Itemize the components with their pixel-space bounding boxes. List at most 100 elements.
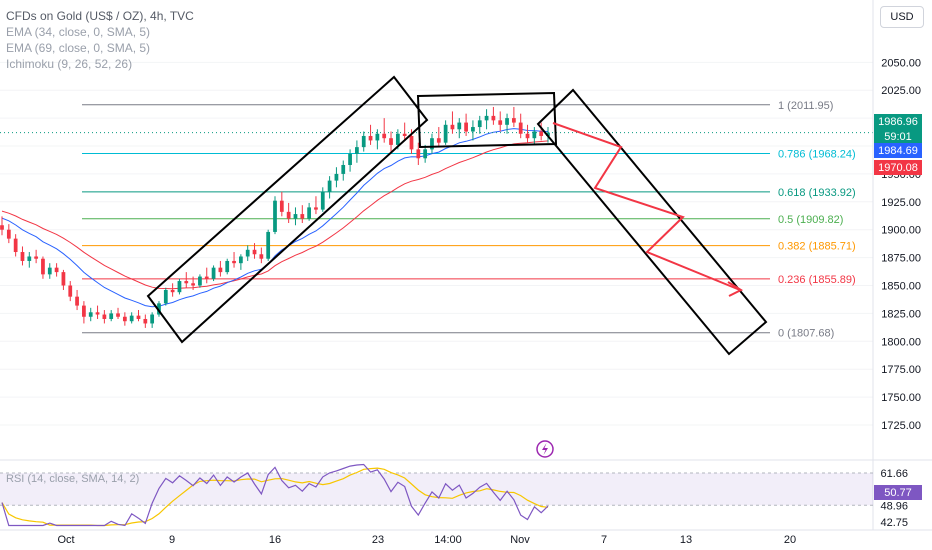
candle-body	[355, 147, 359, 154]
candle	[109, 310, 114, 322]
candle-body	[266, 231, 271, 259]
ema69-line	[1, 140, 549, 290]
falling-channel	[536, 88, 768, 356]
candle	[505, 113, 509, 134]
candle-body	[218, 267, 223, 273]
price-tick-label: 1825.00	[881, 308, 921, 320]
candle-body	[136, 315, 141, 319]
candle	[430, 133, 434, 154]
candle-body	[518, 122, 523, 134]
candle-body	[334, 173, 339, 181]
candle	[477, 115, 482, 134]
candle	[61, 269, 66, 290]
candle-body	[20, 252, 25, 261]
candle-body	[532, 131, 537, 139]
candle	[150, 312, 155, 328]
candle	[443, 120, 448, 145]
price-axis: 2050.002025.002000.001975.001950.001925.…	[872, 0, 922, 530]
rsi-tick-label: 61.66	[880, 468, 908, 480]
time-tick-label: Oct	[57, 534, 74, 546]
candle	[116, 307, 120, 319]
candle-body	[300, 214, 305, 219]
candle-body	[163, 289, 168, 304]
candle-body	[368, 135, 373, 141]
candle-body	[457, 122, 462, 130]
candle	[491, 106, 496, 125]
price-tick-label: 1750.00	[881, 392, 921, 404]
candle-body	[436, 138, 441, 143]
candle	[320, 187, 325, 212]
legend-symbol: CFDs on Gold (US$ / OZ), 4h, TVC	[6, 9, 194, 23]
candle	[375, 129, 380, 150]
price-tick-label: 2025.00	[881, 85, 921, 97]
candle	[0, 216, 4, 236]
candle	[198, 274, 202, 288]
candle	[6, 224, 11, 244]
rsi-tick-label: 48.96	[880, 500, 908, 512]
candle	[416, 142, 421, 165]
candle-body	[484, 115, 489, 121]
candle-body	[402, 133, 407, 136]
candle-body	[382, 133, 387, 139]
candle-body	[341, 164, 346, 174]
candle	[238, 254, 243, 270]
price-tick-label: 1850.00	[881, 281, 921, 293]
rsi-pane: RSI (14, close, SMA, 14, 2) 61.66 50.7748.…	[0, 459, 932, 529]
projection-path	[552, 122, 741, 291]
candle-body	[286, 211, 291, 219]
candle	[518, 113, 523, 139]
candle-body	[150, 314, 155, 324]
candle	[27, 252, 32, 268]
candle	[402, 122, 407, 141]
candle	[450, 111, 455, 134]
candle	[314, 196, 318, 215]
fib-level-label: 0 (1807.68)	[778, 328, 834, 340]
candle	[218, 260, 223, 277]
candle	[436, 127, 441, 148]
time-tick-label: Nov	[510, 534, 530, 546]
candle-body	[34, 256, 39, 259]
candle-body	[157, 303, 161, 315]
candle-body	[361, 135, 366, 148]
candle-body	[307, 207, 312, 219]
candle-body	[491, 115, 496, 121]
candle-body	[327, 180, 332, 192]
candle	[484, 109, 489, 130]
candle	[88, 307, 93, 322]
candle	[177, 278, 182, 295]
price-tag-bg	[874, 114, 922, 144]
candle	[532, 127, 537, 145]
currency-button[interactable]: USD	[880, 6, 924, 28]
arrow-head	[727, 281, 744, 297]
candle-body	[47, 267, 52, 275]
rsi-line	[1, 463, 549, 527]
candle	[286, 202, 291, 224]
candle-body	[450, 124, 455, 130]
candle-body	[82, 305, 86, 317]
rsi-tag-bg	[874, 485, 922, 500]
candle-body	[61, 272, 66, 286]
price-tick-label: 1725.00	[881, 420, 921, 432]
time-tick-label: 16	[269, 534, 281, 546]
candle	[163, 287, 168, 306]
candle-body	[225, 260, 230, 273]
candle	[300, 205, 305, 224]
candle	[204, 267, 209, 284]
candle	[136, 310, 141, 322]
fib-level-label: 0.382 (1885.71)	[778, 241, 856, 253]
ema-lines	[0, 128, 873, 308]
candle-body	[54, 267, 59, 273]
candle-body	[395, 133, 400, 145]
candle	[464, 113, 468, 136]
candle-body	[6, 229, 11, 239]
rsi-value-text: 50.77	[884, 487, 912, 499]
price-tag-text: 1984.69	[878, 145, 918, 157]
candle	[191, 276, 195, 290]
candle-body	[177, 281, 182, 293]
candle	[211, 265, 216, 282]
rsi-value-tag: 50.77	[874, 485, 922, 500]
candle	[327, 176, 332, 199]
candle-body	[375, 133, 380, 141]
ema69-price-tag: 1970.08	[874, 160, 922, 175]
